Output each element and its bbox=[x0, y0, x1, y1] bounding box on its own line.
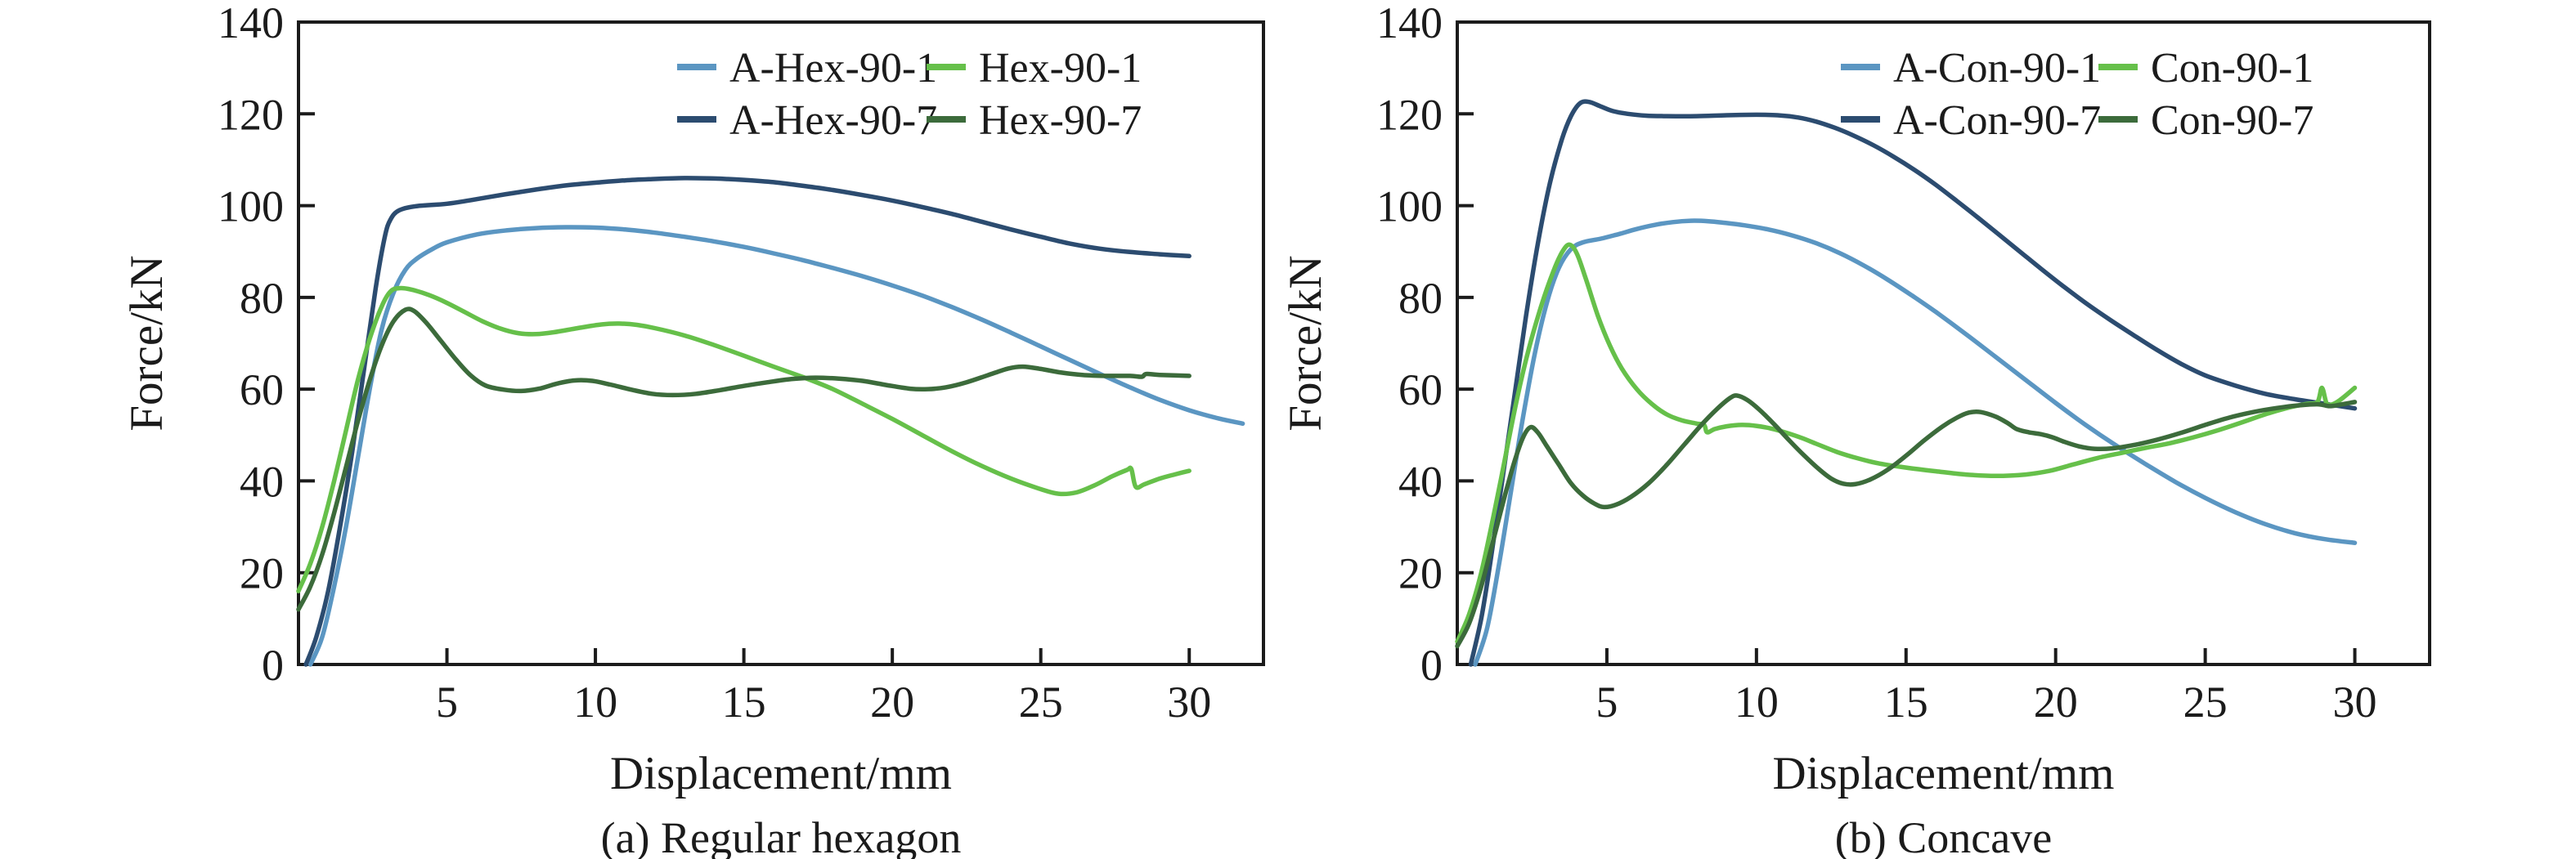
series-curve-hex-90-7 bbox=[296, 306, 1192, 612]
series-curve-a-hex-90-1 bbox=[307, 225, 1245, 667]
y-tick-label: 80 bbox=[1398, 274, 1443, 323]
x-tick-label: 20 bbox=[870, 678, 914, 727]
series-curve-a-hex-90-7 bbox=[303, 176, 1192, 667]
y-tick-label: 20 bbox=[1398, 549, 1443, 598]
panel-b: 5 10 15 20 25 30 0 20 40 60 80 100 120 140 Displacemen… bbox=[1280, 0, 2431, 859]
legend-label: Hex-90-1 bbox=[979, 45, 1142, 92]
legend-item: Hex-90-1 bbox=[927, 45, 1142, 92]
y-tick-label: 60 bbox=[1398, 365, 1443, 414]
y-axis-title: Force/kN bbox=[1280, 255, 1331, 431]
y-tick-label: 0 bbox=[1420, 641, 1443, 690]
plot-box bbox=[297, 20, 1265, 666]
y-tick-label: 80 bbox=[240, 274, 284, 323]
legend-item: A-Con-90-1 bbox=[1841, 45, 2101, 92]
legend-item: Con-90-1 bbox=[2098, 45, 2313, 92]
x-tick-label: 10 bbox=[1735, 678, 1779, 727]
series-curve-hex-90-1 bbox=[296, 285, 1192, 593]
panel-a: 5 10 15 20 25 30 0 20 40 60 80 100 120 140 Displacemen… bbox=[121, 0, 1265, 859]
x-tick-label: 30 bbox=[1167, 678, 1211, 727]
legend-item: Con-90-7 bbox=[2098, 97, 2313, 144]
y-axis-title: Force/kN bbox=[121, 255, 173, 431]
series-curve-con-90-7 bbox=[1455, 393, 2358, 649]
series-curve-a-con-90-7 bbox=[1468, 99, 2358, 667]
y-tick-label: 40 bbox=[240, 457, 284, 506]
x-tick-label: 10 bbox=[573, 678, 617, 727]
legend-label: A-Hex-90-7 bbox=[729, 97, 937, 144]
y-tick-label: 100 bbox=[1376, 182, 1443, 231]
series-curve-con-90-1 bbox=[1455, 242, 2358, 644]
x-tick-label: 20 bbox=[2034, 678, 2078, 727]
y-tick-label: 0 bbox=[262, 641, 284, 690]
legend: A-Hex-90-1 A-Hex-90-7 Hex-90-1 Hex-90-7 bbox=[677, 45, 1142, 144]
y-tick-label: 120 bbox=[1376, 90, 1443, 139]
legend-label: A-Con-90-1 bbox=[1893, 45, 2101, 92]
x-tick-label: 25 bbox=[1019, 678, 1063, 727]
x-tick-label: 15 bbox=[722, 678, 766, 727]
x-tick-label: 30 bbox=[2333, 678, 2377, 727]
y-tick-label: 140 bbox=[218, 0, 284, 47]
x-tick-label: 25 bbox=[2183, 678, 2228, 727]
x-axis-title: Displacement/mm bbox=[1773, 748, 2115, 799]
legend-item: Hex-90-7 bbox=[927, 97, 1142, 144]
legend-label: A-Con-90-7 bbox=[1893, 97, 2101, 144]
panel-caption: (b) Concave bbox=[1835, 813, 2052, 859]
y-tick-label: 40 bbox=[1398, 457, 1443, 506]
x-tick-label: 5 bbox=[1595, 678, 1618, 727]
legend-label: Con-90-1 bbox=[2151, 45, 2313, 92]
panel-caption: (a) Regular hexagon bbox=[601, 813, 962, 859]
x-tick-label: 15 bbox=[1884, 678, 1928, 727]
legend-label: Hex-90-7 bbox=[979, 97, 1142, 144]
y-tick-label: 140 bbox=[1376, 0, 1443, 47]
y-tick-label: 120 bbox=[218, 90, 284, 139]
y-tick-label: 60 bbox=[240, 365, 284, 414]
series-curve-a-con-90-1 bbox=[1473, 218, 2358, 667]
legend-label: Con-90-7 bbox=[2151, 97, 2313, 144]
legend: A-Con-90-1 A-Con-90-7 Con-90-1 Con-90-7 bbox=[1841, 45, 2313, 144]
legend-label: A-Hex-90-1 bbox=[729, 45, 937, 92]
plot-box bbox=[1456, 20, 2431, 666]
legend-item: A-Con-90-7 bbox=[1841, 97, 2101, 144]
y-tick-label: 100 bbox=[218, 182, 284, 231]
y-tick-label: 20 bbox=[240, 549, 284, 598]
x-tick-label: 5 bbox=[436, 678, 458, 727]
x-axis-title: Displacement/mm bbox=[610, 748, 952, 799]
legend-item: A-Hex-90-1 bbox=[677, 45, 937, 92]
legend-item: A-Hex-90-7 bbox=[677, 97, 937, 144]
